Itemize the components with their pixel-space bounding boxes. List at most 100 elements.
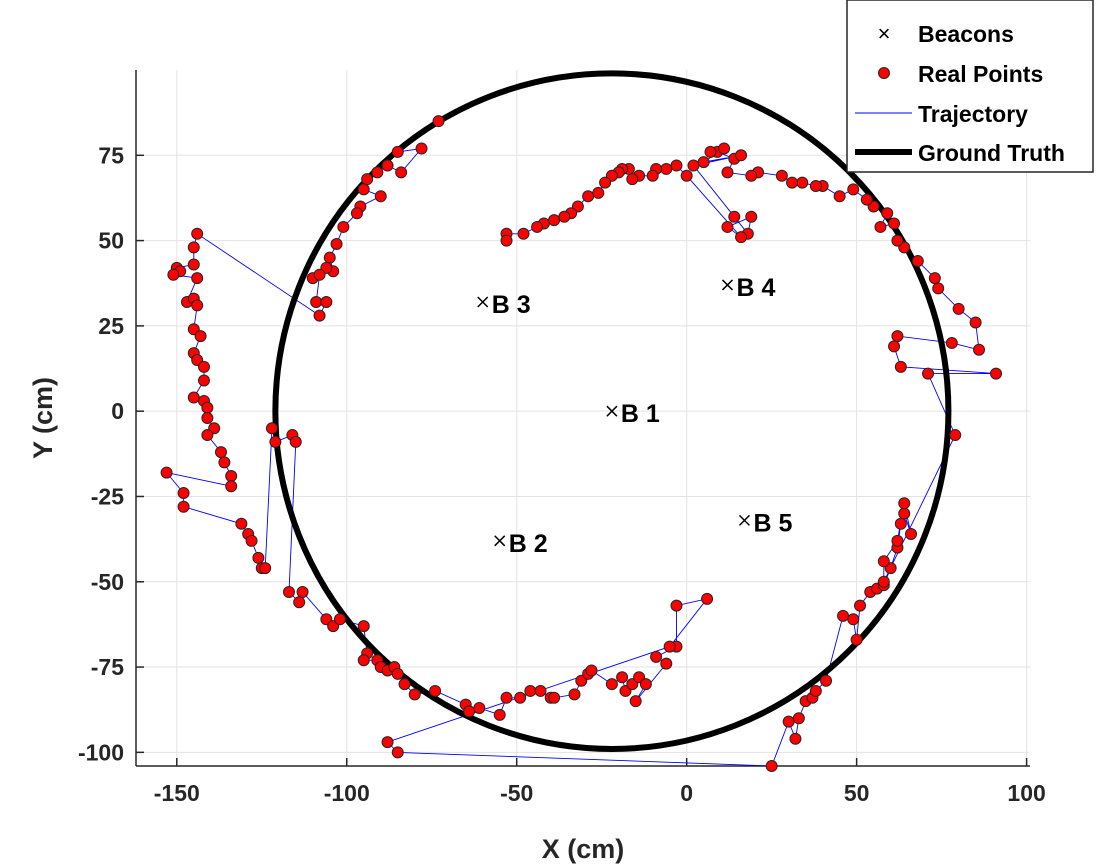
real-point bbox=[891, 534, 904, 547]
real-point bbox=[167, 268, 180, 281]
y-axis-label: Y (cm) bbox=[28, 377, 58, 459]
beacon-marker-icon bbox=[477, 296, 489, 308]
real-point bbox=[201, 401, 214, 414]
real-point bbox=[809, 684, 822, 697]
real-point bbox=[517, 227, 530, 240]
real-point bbox=[191, 299, 204, 312]
beacon-label: B 1 bbox=[621, 400, 660, 428]
real-point bbox=[721, 220, 734, 233]
real-point bbox=[473, 702, 486, 714]
real-point bbox=[650, 650, 663, 663]
real-point bbox=[809, 180, 822, 192]
real-point bbox=[860, 193, 873, 206]
real-point bbox=[670, 599, 683, 612]
real-point bbox=[745, 210, 758, 223]
real-point bbox=[854, 599, 867, 612]
x-axis-label: X (cm) bbox=[542, 834, 625, 864]
real-point bbox=[833, 190, 846, 203]
real-point bbox=[721, 166, 734, 179]
real-point bbox=[177, 487, 190, 500]
x-tick-label: -50 bbox=[500, 780, 533, 806]
y-tick-label: -50 bbox=[91, 569, 124, 595]
real-point bbox=[269, 435, 282, 448]
y-tick-label: -25 bbox=[91, 483, 124, 509]
real-point bbox=[357, 183, 370, 196]
y-tick-label: 50 bbox=[98, 228, 124, 254]
legend-x-marker-icon: × bbox=[878, 21, 891, 46]
real-point bbox=[911, 255, 924, 268]
real-point bbox=[932, 282, 945, 295]
real-point bbox=[432, 115, 445, 128]
real-point bbox=[820, 674, 833, 687]
y-tick-label: -75 bbox=[91, 654, 124, 680]
legend-entry-real-points: Real Points bbox=[878, 61, 1043, 87]
real-point bbox=[245, 534, 258, 547]
beacon-label: B 4 bbox=[736, 274, 775, 302]
real-point bbox=[616, 671, 629, 684]
real-point bbox=[990, 367, 1003, 380]
real-point bbox=[225, 480, 238, 493]
real-point bbox=[796, 176, 809, 189]
real-point bbox=[945, 336, 958, 349]
real-point bbox=[891, 234, 904, 247]
real-point bbox=[898, 497, 911, 510]
real-point bbox=[214, 446, 227, 459]
real-point bbox=[568, 688, 581, 701]
real-point bbox=[775, 169, 788, 182]
beacon-marker-icon bbox=[606, 405, 618, 417]
real-point bbox=[337, 220, 350, 233]
real-point bbox=[792, 712, 805, 725]
real-point bbox=[350, 207, 363, 220]
real-point bbox=[187, 391, 200, 404]
real-point bbox=[646, 169, 659, 182]
real-point bbox=[782, 715, 795, 728]
real-point bbox=[493, 708, 506, 721]
beacon-label: B 5 bbox=[753, 509, 792, 537]
real-point bbox=[187, 258, 200, 271]
real-point bbox=[735, 149, 748, 162]
real-point bbox=[704, 145, 717, 158]
real-point bbox=[969, 316, 982, 329]
legend-label-real-points: Real Points bbox=[918, 61, 1043, 87]
real-point bbox=[357, 620, 370, 633]
real-point bbox=[361, 173, 374, 186]
real-point bbox=[548, 214, 561, 227]
real-point bbox=[391, 746, 404, 759]
real-point bbox=[310, 296, 323, 308]
real-point bbox=[197, 360, 210, 373]
real-point bbox=[687, 159, 700, 172]
real-point bbox=[660, 657, 673, 670]
legend-label-trajectory: Trajectory bbox=[918, 101, 1028, 127]
real-point bbox=[296, 586, 309, 598]
real-point bbox=[398, 678, 411, 691]
real-point bbox=[225, 470, 238, 482]
real-point bbox=[531, 220, 544, 233]
real-point bbox=[374, 190, 387, 203]
real-point bbox=[888, 340, 901, 353]
real-point bbox=[952, 302, 965, 315]
y-tick-label: 75 bbox=[98, 142, 124, 168]
x-tick-labels: -150 -100 -50 0 50 100 bbox=[154, 780, 1046, 806]
legend-label-ground-truth: Ground Truth bbox=[918, 140, 1065, 166]
real-point bbox=[381, 159, 394, 172]
real-point bbox=[626, 173, 639, 186]
real-point bbox=[745, 169, 758, 182]
real-point bbox=[187, 241, 200, 254]
legend-box bbox=[846, 0, 1094, 173]
real-point bbox=[847, 613, 860, 626]
real-point bbox=[582, 190, 595, 203]
beacon-marker-icon bbox=[738, 514, 750, 526]
real-point bbox=[381, 736, 394, 749]
real-point bbox=[905, 528, 918, 540]
real-point bbox=[330, 238, 343, 250]
real-point bbox=[877, 575, 890, 588]
x-tick-label: -100 bbox=[324, 780, 370, 806]
real-point bbox=[891, 330, 904, 343]
real-point bbox=[605, 678, 618, 691]
real-point bbox=[194, 330, 207, 343]
real-point bbox=[333, 613, 346, 626]
real-point bbox=[874, 220, 887, 233]
real-point bbox=[313, 268, 326, 281]
real-point bbox=[371, 166, 384, 179]
